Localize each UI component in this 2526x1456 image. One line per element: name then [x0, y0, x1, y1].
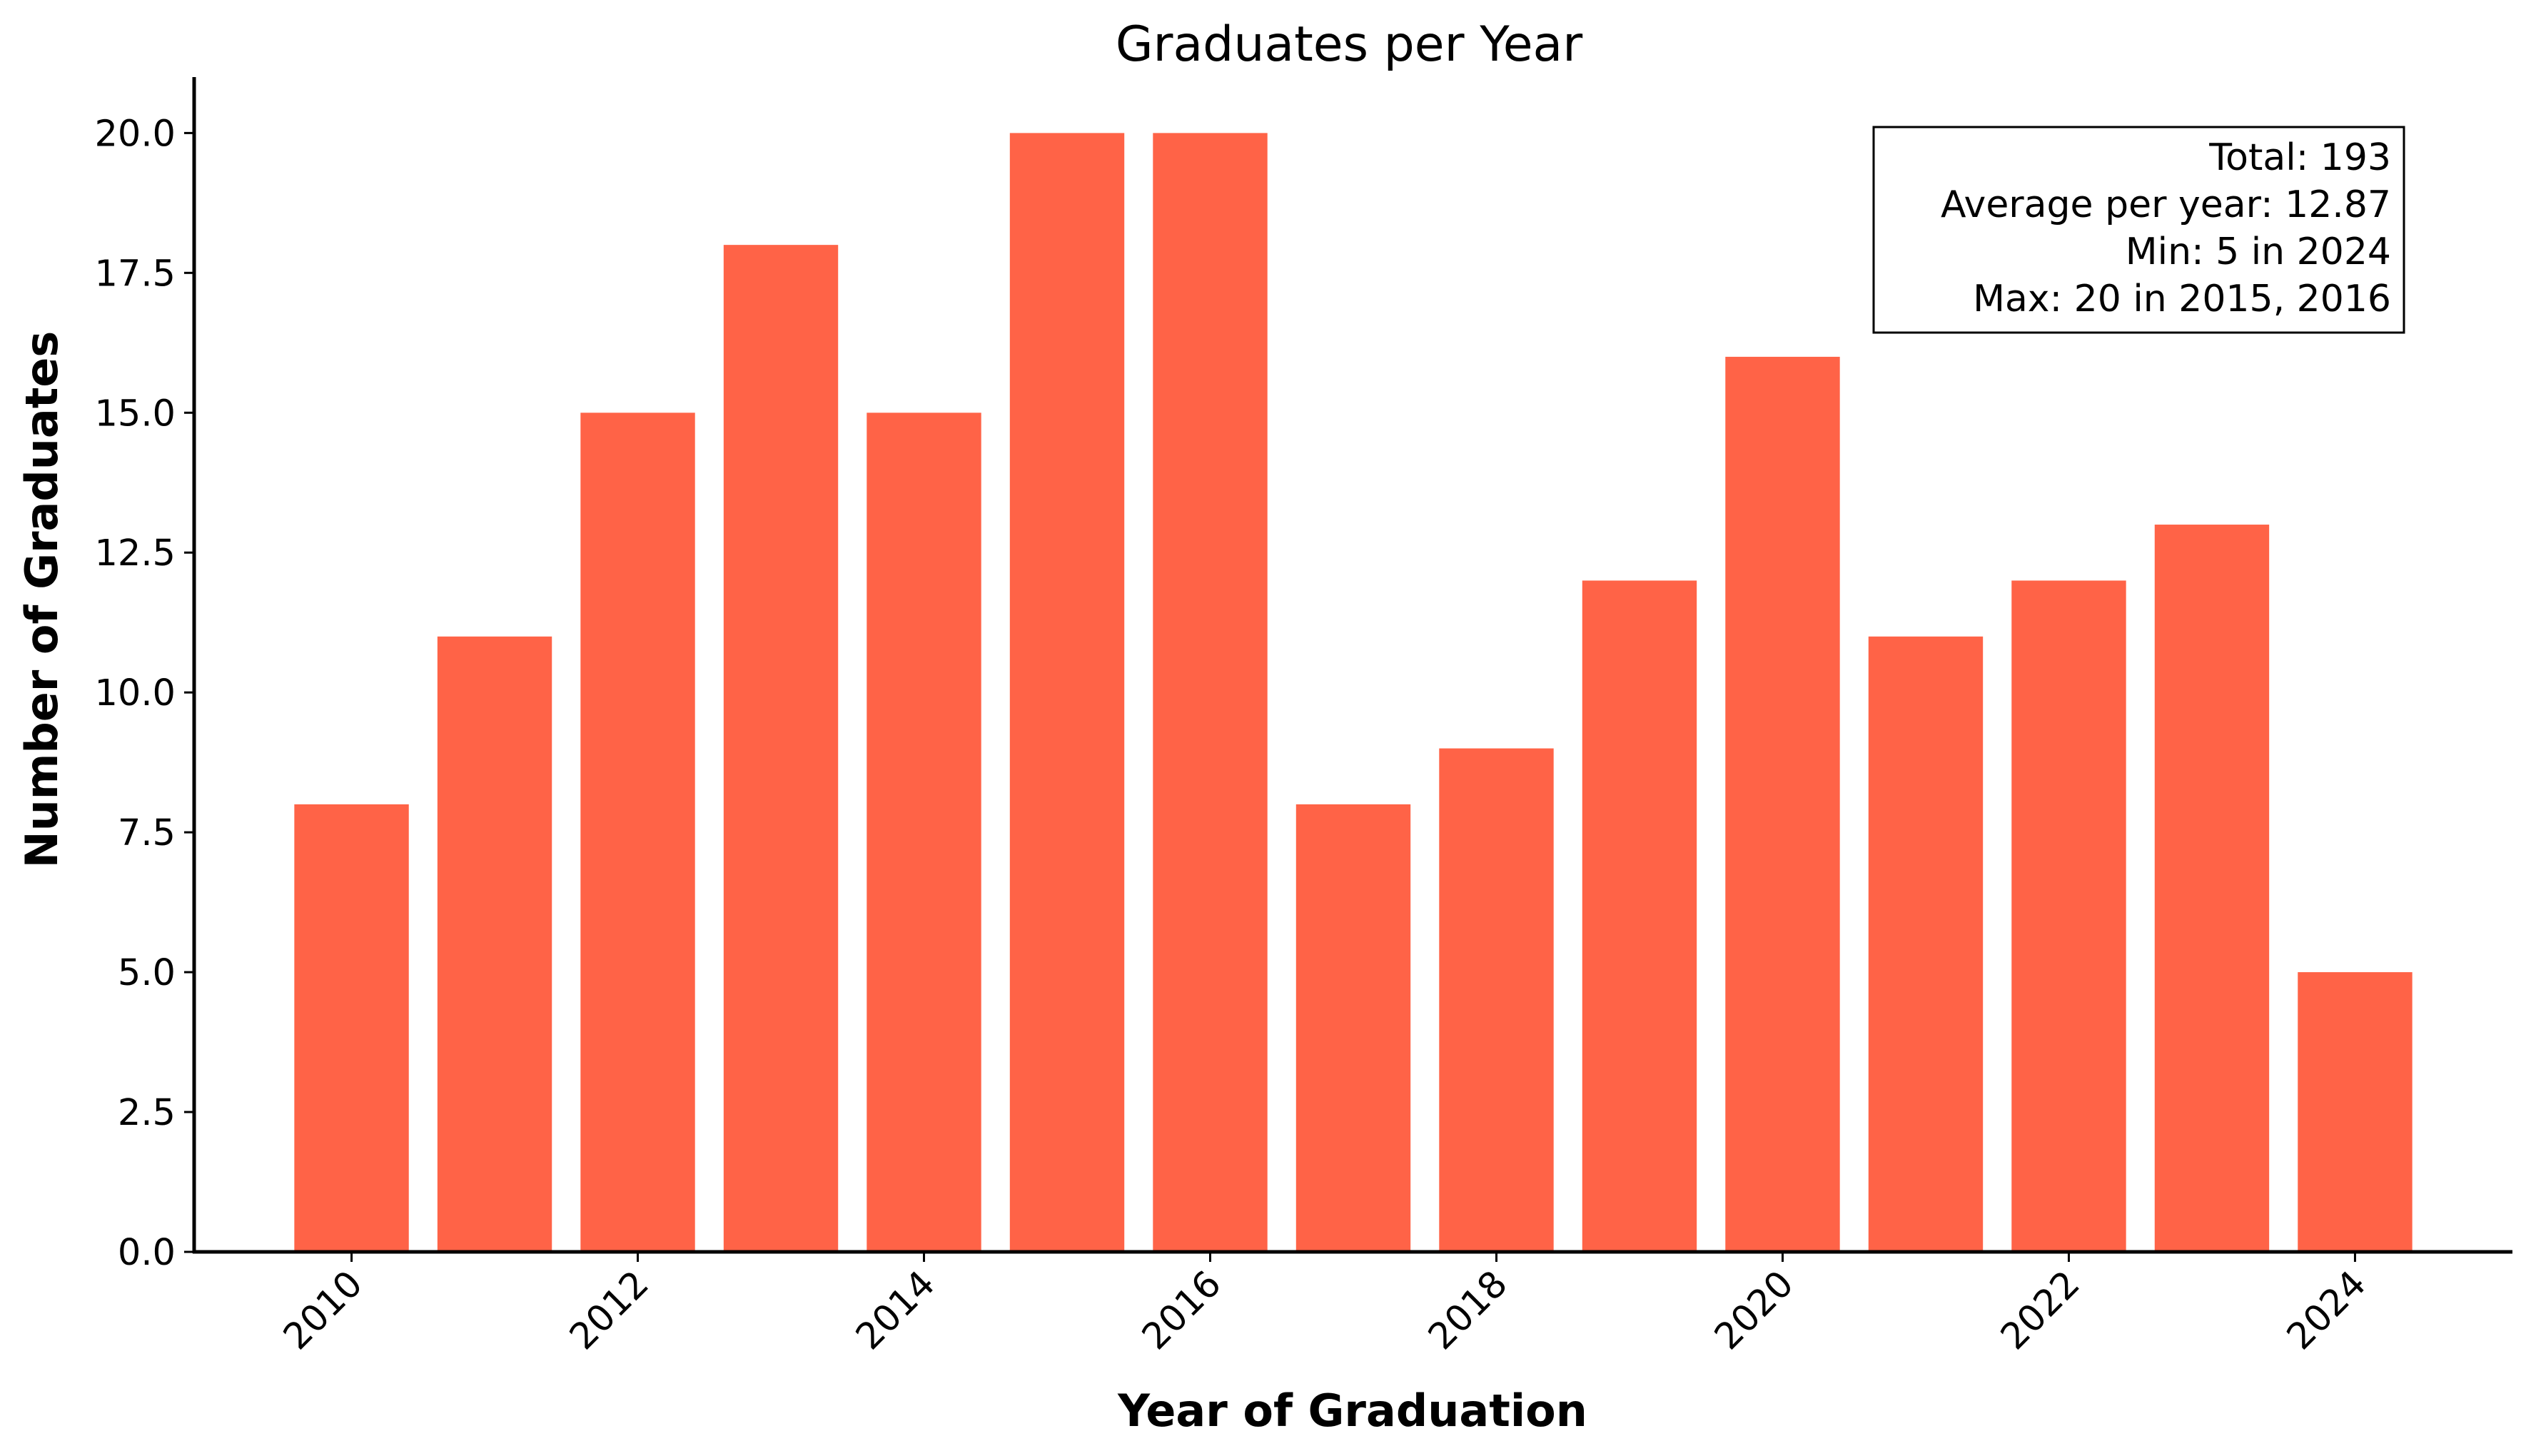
bar-2011: [437, 636, 552, 1252]
x-axis-label: Year of Graduation: [1117, 1385, 1587, 1437]
bar-2022: [2011, 580, 2126, 1252]
y-tick-label: 15.0: [94, 393, 176, 435]
y-axis-ticks: 0.0 2.5 5.0 7.5 10.0 12.5 15.0 17.5 20.0: [94, 113, 194, 1274]
bar-2013: [723, 245, 839, 1253]
bar-2017: [1295, 804, 1411, 1252]
y-tick-label: 0.0: [118, 1232, 176, 1274]
y-tick-label: 12.5: [94, 532, 176, 575]
stats-average: Average per year: 12.87: [1941, 183, 2391, 226]
stats-box: Total: 193 Average per year: 12.87 Min: …: [1872, 126, 2405, 334]
bar-2014: [867, 413, 981, 1253]
stats-min: Min: 5 in 2024: [2126, 231, 2391, 273]
y-tick-label: 5.0: [118, 952, 176, 994]
bar-2023: [2154, 525, 2270, 1252]
bar-2021: [1868, 636, 1984, 1252]
bar-2020: [1725, 356, 1840, 1252]
bar-2019: [1582, 580, 1697, 1252]
y-tick-label: 20.0: [94, 113, 176, 155]
bar-2024: [2298, 972, 2413, 1252]
bar-2015: [1009, 133, 1125, 1252]
bar-2010: [294, 804, 409, 1252]
y-tick-label: 7.5: [118, 812, 176, 854]
y-tick-label: 17.5: [94, 253, 176, 295]
stats-total: Total: 193: [2208, 136, 2391, 179]
y-axis-label: Number of Graduates: [16, 331, 68, 869]
bar-2016: [1153, 133, 1268, 1252]
chart-title: Graduates per Year: [1116, 16, 1582, 73]
bar-2012: [580, 413, 695, 1253]
bars-group: [294, 133, 2413, 1253]
stats-box-frame: [1872, 126, 2405, 334]
y-tick-label: 2.5: [118, 1092, 176, 1134]
stats-max: Max: 20 in 2015, 2016: [1973, 278, 2391, 320]
bar-2018: [1439, 748, 1554, 1252]
y-tick-label: 10.0: [94, 672, 176, 714]
